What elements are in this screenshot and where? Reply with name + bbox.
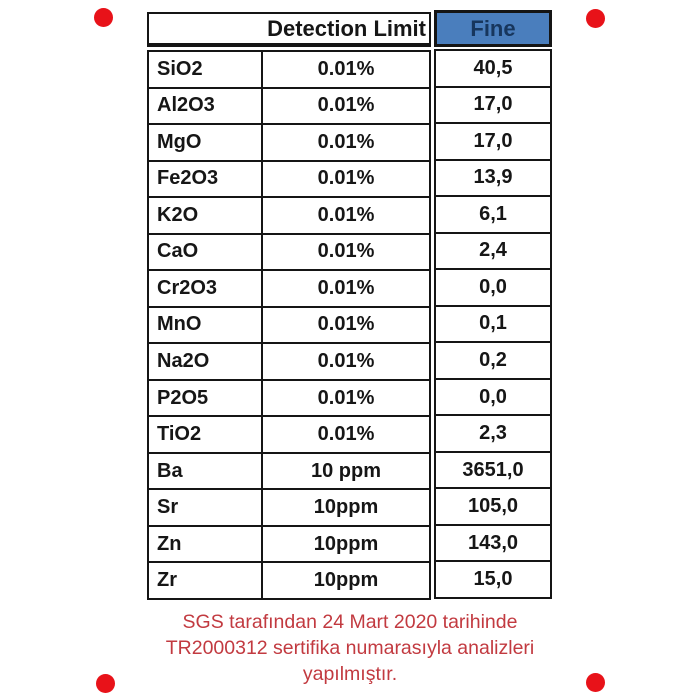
table-row-k2o: K2O 0.01% bbox=[149, 198, 429, 235]
certificate-note: SGS tarafından 24 Mart 2020 tarihinde TR… bbox=[50, 609, 650, 687]
analysis-table-fine-block: Fine 40,5 17,0 17,0 13,9 6,1 2,4 0,0 0,1 0,2 0,0 2… bbox=[434, 10, 552, 599]
detection-limit-value: 0.01% bbox=[317, 203, 375, 226]
detection-limit-value: 0.01% bbox=[317, 423, 375, 446]
red-dot-bottom-right bbox=[586, 673, 605, 692]
fine-value: 2,4 bbox=[436, 234, 550, 271]
analysis-table-left-block: Detection Limit SiO2 0.01% Al2O3 0.01% MgO 0.… bbox=[147, 12, 431, 600]
red-dot-top-right bbox=[586, 9, 605, 28]
table-row-p2o5: P2O5 0.01% bbox=[149, 380, 429, 418]
detection-limit-value: 0.01% bbox=[317, 94, 375, 117]
table-row-fe2o3: Fe2O3 0.01% bbox=[149, 161, 429, 199]
analyte-label: Ba bbox=[149, 453, 263, 489]
analyte-label: Zn bbox=[149, 526, 263, 562]
fine-value: 0,2 bbox=[436, 343, 550, 380]
fine-value: 17,0 bbox=[436, 124, 550, 161]
certificate-note-line1: SGS tarafından 24 Mart 2020 tarihinde bbox=[182, 611, 518, 633]
red-dot-top-left bbox=[94, 8, 113, 27]
red-dot-bottom-left bbox=[96, 674, 115, 693]
analyte-label: CaO bbox=[149, 234, 263, 270]
table-row-zr: Zr 10ppm bbox=[149, 563, 429, 598]
analyte-label: Na2O bbox=[149, 344, 263, 379]
table-row-ba: Ba 10 ppm bbox=[149, 453, 429, 491]
detection-limit-value: 0.01% bbox=[317, 350, 375, 373]
analyte-rows: SiO2 0.01% Al2O3 0.01% MgO 0.01% Fe2O3 0.01% K2O… bbox=[147, 50, 431, 600]
detection-limit-value: 0.01% bbox=[317, 57, 375, 80]
detection-limit-value: 0.01% bbox=[317, 276, 375, 299]
fine-value: 0,0 bbox=[436, 380, 550, 417]
detection-limit-value: 0.01% bbox=[317, 313, 375, 336]
certificate-note-line3: yapılmıştır. bbox=[302, 663, 398, 685]
detection-limit-value: 0.01% bbox=[317, 386, 375, 409]
table-row-tio2: TiO2 0.01% bbox=[149, 417, 429, 454]
detection-limit-value: 0.01% bbox=[317, 240, 375, 263]
table-row-mno: MnO 0.01% bbox=[149, 307, 429, 345]
detection-limit-value: 10ppm bbox=[313, 532, 379, 555]
analyte-label: P2O5 bbox=[149, 380, 263, 416]
fine-value: 17,0 bbox=[436, 88, 550, 125]
table-row-zn: Zn 10ppm bbox=[149, 526, 429, 564]
table-row-al2o3: Al2O3 0.01% bbox=[149, 88, 429, 126]
analyte-label: MnO bbox=[149, 307, 263, 343]
detection-limit-value: 10ppm bbox=[313, 496, 379, 519]
fine-value: 105,0 bbox=[436, 489, 550, 526]
table-row-sio2: SiO2 0.01% bbox=[149, 52, 429, 89]
analyte-label: Fe2O3 bbox=[149, 161, 263, 197]
fine-value: 15,0 bbox=[473, 568, 513, 591]
analyte-label: Cr2O3 bbox=[149, 271, 263, 306]
analyte-label: Al2O3 bbox=[149, 88, 263, 124]
analyte-label: SiO2 bbox=[149, 52, 263, 87]
table-row-na2o: Na2O 0.01% bbox=[149, 344, 429, 381]
table-row-cr2o3: Cr2O3 0.01% bbox=[149, 271, 429, 308]
fine-column-header: Fine bbox=[434, 10, 552, 47]
analyte-label: K2O bbox=[149, 198, 263, 233]
fine-value-rows: 40,5 17,0 17,0 13,9 6,1 2,4 0,0 0,1 0,2 0,0 2,3 365… bbox=[434, 49, 552, 599]
table-row-mgo: MgO 0.01% bbox=[149, 125, 429, 162]
fine-value: 6,1 bbox=[436, 197, 550, 234]
fine-value: 143,0 bbox=[436, 526, 550, 563]
fine-value: 0,0 bbox=[436, 270, 550, 307]
detection-limit-value: 0.01% bbox=[317, 130, 375, 153]
detection-limit-value: 10ppm bbox=[313, 569, 379, 592]
analyte-label: Sr bbox=[149, 490, 263, 525]
fine-value: 3651,0 bbox=[436, 453, 550, 490]
analyte-label: MgO bbox=[149, 125, 263, 160]
analyte-label: Zr bbox=[149, 563, 263, 598]
detection-limit-value: 0.01% bbox=[317, 167, 375, 190]
table-row-cao: CaO 0.01% bbox=[149, 234, 429, 272]
detection-limit-header: Detection Limit bbox=[147, 12, 431, 47]
table-row-sr: Sr 10ppm bbox=[149, 490, 429, 527]
fine-value: 40,5 bbox=[436, 51, 550, 88]
fine-value: 0,1 bbox=[436, 307, 550, 344]
detection-limit-value: 10 ppm bbox=[310, 459, 382, 482]
analyte-label: TiO2 bbox=[149, 417, 263, 452]
fine-value: 13,9 bbox=[436, 161, 550, 198]
fine-value: 2,3 bbox=[436, 416, 550, 453]
certificate-note-line2: TR2000312 sertifika numarasıyla analizle… bbox=[165, 637, 535, 659]
